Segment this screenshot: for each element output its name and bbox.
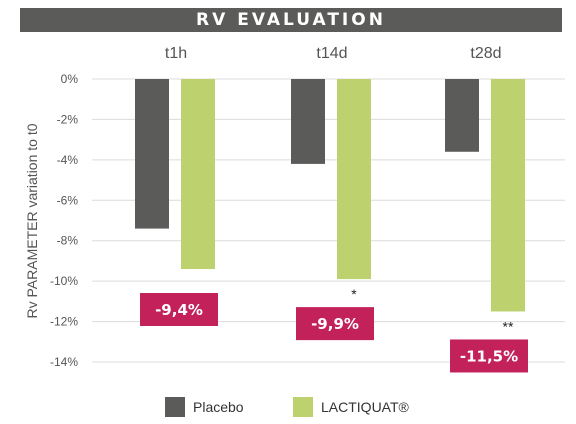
bar-lactiquat [337,79,371,280]
value-badge [140,293,218,327]
legend-swatch-lactiquat [293,397,313,417]
x-category-label: t1h [165,45,187,62]
x-category-label: t14d [316,45,347,62]
value-label: -9,9% [311,315,359,333]
y-tick-label: -2% [57,112,79,126]
y-tick-label: -10% [50,274,78,288]
bar-placebo [291,79,325,164]
legend-label-lactiquat: LACTIQUAT® [321,399,410,415]
bar-placebo [445,79,479,152]
value-badge [450,339,528,373]
y-axis-label: Rv PARAMETER variation to t0 [24,123,40,318]
x-category-label: t28d [470,45,501,62]
bar-placebo [135,79,169,229]
chart-title: RV EVALUATION [20,8,562,32]
y-tick-label: 0% [61,72,79,86]
legend-label-placebo: Placebo [193,399,244,415]
legend-swatch-placebo [165,397,185,417]
value-label: -9,4% [155,301,203,319]
y-tick-label: -4% [57,153,79,167]
value-badge [296,307,374,341]
bar-lactiquat [181,79,215,270]
y-tick-label: -6% [57,193,79,207]
y-tick-label: -8% [57,234,79,248]
significance-marker: * [351,286,357,302]
y-tick-label: -14% [50,355,78,369]
bar-lactiquat [491,79,525,312]
y-tick-label: -12% [50,315,78,329]
value-label: -11,5% [460,347,518,365]
significance-marker: ** [503,318,514,334]
